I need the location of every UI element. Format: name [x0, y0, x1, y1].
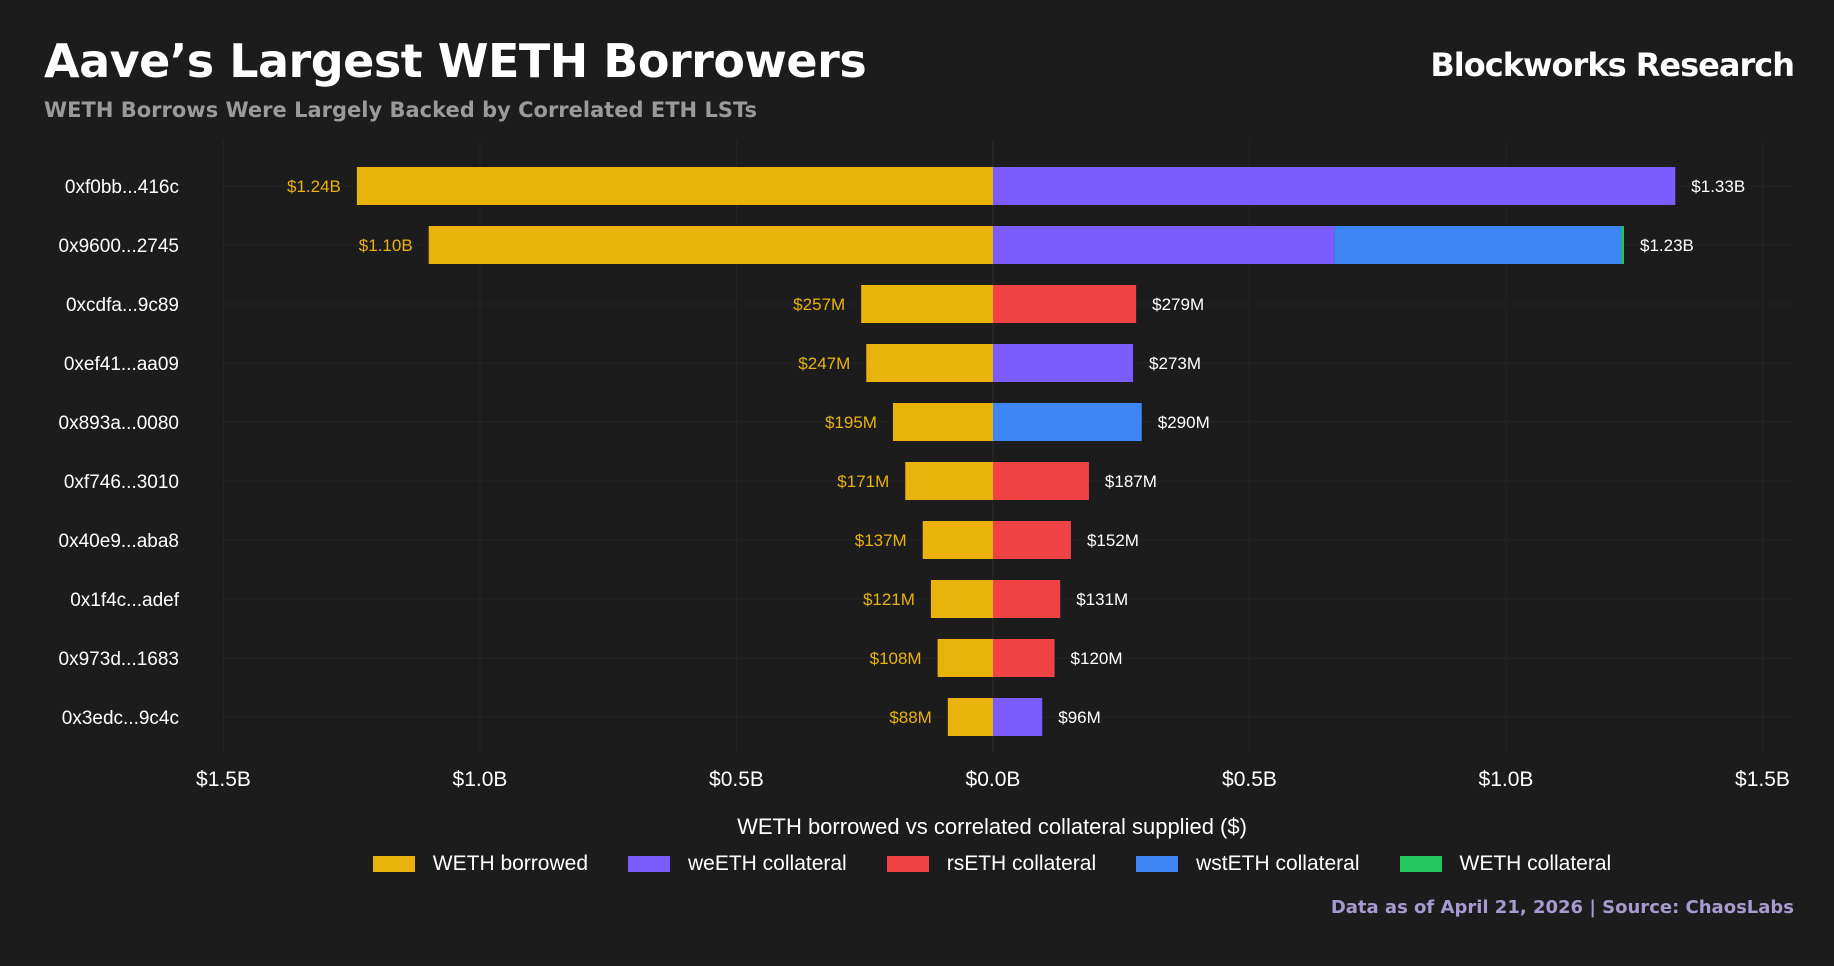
- chart-title: Aave’s Largest WETH Borrowers: [44, 34, 867, 88]
- bar-weth-borrowed: [947, 698, 993, 736]
- x-tick-label: $1.5B: [1735, 768, 1790, 791]
- bar-label-collateral: $152M: [1087, 531, 1139, 550]
- legend-swatch: [1399, 856, 1442, 872]
- bar-weth_collateral: [1621, 226, 1624, 264]
- bar-weth-borrowed: [428, 226, 993, 264]
- bar-label-collateral: $290M: [1158, 413, 1210, 432]
- bar-weeth: [993, 226, 1335, 264]
- bar-weth-borrowed: [930, 580, 993, 618]
- bar-wsteth: [993, 403, 1142, 441]
- legend-item-weth_borrowed: WETH borrowed: [372, 852, 588, 876]
- bar-label-collateral: $1.33B: [1691, 177, 1745, 196]
- row-address-label: 0xf746...3010: [64, 472, 179, 493]
- bar-label-collateral: $96M: [1058, 708, 1101, 727]
- legend-item-wsteth: wstETH collateral: [1136, 852, 1360, 876]
- bar-label-collateral: $187M: [1105, 472, 1157, 491]
- bar-label-collateral: $1.23B: [1640, 236, 1694, 255]
- row-address-label: 0x1f4c...adef: [70, 590, 180, 611]
- bar-label-borrowed: $195M: [825, 413, 877, 432]
- chart-subtitle: WETH Borrows Were Largely Backed by Corr…: [44, 98, 757, 122]
- bar-label-borrowed: $1.24B: [287, 177, 341, 196]
- bar-weth-borrowed: [892, 403, 993, 441]
- bar-rseth: [993, 639, 1055, 677]
- legend-label: WETH collateral: [1459, 852, 1612, 875]
- bar-weth-borrowed: [861, 285, 993, 323]
- bar-label-collateral: $120M: [1071, 649, 1123, 668]
- bar-label-borrowed: $121M: [863, 590, 915, 609]
- legend-item-weeth: weETH collateral: [628, 852, 847, 876]
- bar-label-collateral: $273M: [1149, 354, 1201, 373]
- bar-rseth: [993, 521, 1071, 559]
- legend-swatch: [628, 856, 670, 872]
- x-tick-label: $1.5B: [196, 768, 251, 791]
- bar-label-borrowed: $137M: [855, 531, 907, 550]
- x-tick-label: $0.0B: [966, 768, 1021, 791]
- bar-weth-borrowed: [866, 344, 993, 382]
- bar-rseth: [993, 580, 1061, 618]
- row-address-label: 0xf0bb...416c: [65, 177, 179, 198]
- row-address-label: 0x9600...2745: [59, 236, 179, 257]
- legend-label: wstETH collateral: [1196, 852, 1360, 875]
- legend-label: weETH collateral: [688, 852, 847, 875]
- x-tick-label: $1.0B: [453, 768, 508, 791]
- legend-label: rsETH collateral: [946, 852, 1097, 875]
- legend-swatch: [886, 856, 929, 872]
- bar-weth-borrowed: [356, 167, 993, 205]
- bar-label-collateral: $131M: [1076, 590, 1128, 609]
- brand-logo: Blockworks Research: [1430, 46, 1795, 84]
- x-tick-label: $1.0B: [1479, 768, 1534, 791]
- row-address-label: 0xcdfa...9c89: [66, 295, 179, 316]
- bar-weeth: [993, 167, 1676, 205]
- row-address-label: 0xef41...aa09: [64, 354, 179, 375]
- bar-weeth: [993, 698, 1043, 736]
- chart-legend: WETH borrowed weETH collateral rsETH colla…: [0, 852, 1834, 876]
- bar-label-collateral: $279M: [1152, 295, 1204, 314]
- legend-label: WETH borrowed: [432, 852, 588, 875]
- bar-weth-borrowed: [922, 521, 993, 559]
- legend-item-rseth: rsETH collateral: [886, 852, 1097, 876]
- x-tick-label: $0.5B: [1222, 768, 1277, 791]
- bar-label-borrowed: $247M: [798, 354, 850, 373]
- row-address-label: 0x973d...1683: [59, 649, 179, 670]
- legend-swatch: [1136, 856, 1179, 872]
- bar-rseth: [993, 462, 1089, 500]
- legend-swatch: [372, 856, 415, 872]
- row-address-label: 0x893a...0080: [59, 413, 179, 434]
- bar-rseth: [993, 285, 1137, 323]
- legend-item-weth_collateral: WETH collateral: [1399, 852, 1612, 876]
- source-note: Data as of April 21, 2026 | Source: Chao…: [1330, 897, 1794, 918]
- row-address-label: 0x3edc...9c4c: [62, 708, 179, 729]
- bar-label-borrowed: $108M: [870, 649, 922, 668]
- bar-weth-borrowed: [905, 462, 993, 500]
- bar-weeth: [993, 344, 1134, 382]
- x-axis-title: WETH borrowed vs correlated collateral s…: [737, 814, 1247, 839]
- bar-label-borrowed: $88M: [889, 708, 932, 727]
- bar-label-borrowed: $171M: [837, 472, 889, 491]
- bar-label-borrowed: $257M: [793, 295, 845, 314]
- bar-wsteth: [1334, 226, 1622, 264]
- bar-label-borrowed: $1.10B: [359, 236, 413, 255]
- row-address-label: 0x40e9...aba8: [59, 531, 179, 552]
- x-tick-label: $0.5B: [709, 768, 764, 791]
- bar-weth-borrowed: [937, 639, 993, 677]
